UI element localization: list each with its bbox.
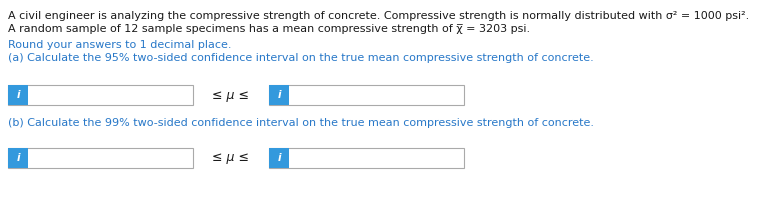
FancyBboxPatch shape [269,85,289,105]
Text: ≤ μ ≤: ≤ μ ≤ [212,151,249,165]
FancyBboxPatch shape [269,148,464,168]
FancyBboxPatch shape [8,148,28,168]
FancyBboxPatch shape [8,85,28,105]
Text: A civil engineer is analyzing the compressive strength of concrete. Compressive : A civil engineer is analyzing the compre… [8,11,749,21]
Text: i: i [278,90,281,100]
Text: i: i [16,153,20,163]
Text: ≤ μ ≤: ≤ μ ≤ [212,88,249,102]
Text: i: i [278,153,281,163]
Text: A random sample of 12 sample specimens has a mean compressive strength of χ̅ = 3: A random sample of 12 sample specimens h… [8,24,530,34]
FancyBboxPatch shape [8,148,193,168]
Text: (a) Calculate the 95% two-sided confidence interval on the true mean compressive: (a) Calculate the 95% two-sided confiden… [8,53,594,63]
Text: (b) Calculate the 99% two-sided confidence interval on the true mean compressive: (b) Calculate the 99% two-sided confiden… [8,118,594,128]
Text: Round your answers to 1 decimal place.: Round your answers to 1 decimal place. [8,40,231,50]
FancyBboxPatch shape [269,148,289,168]
FancyBboxPatch shape [8,85,193,105]
FancyBboxPatch shape [269,85,464,105]
Text: i: i [16,90,20,100]
